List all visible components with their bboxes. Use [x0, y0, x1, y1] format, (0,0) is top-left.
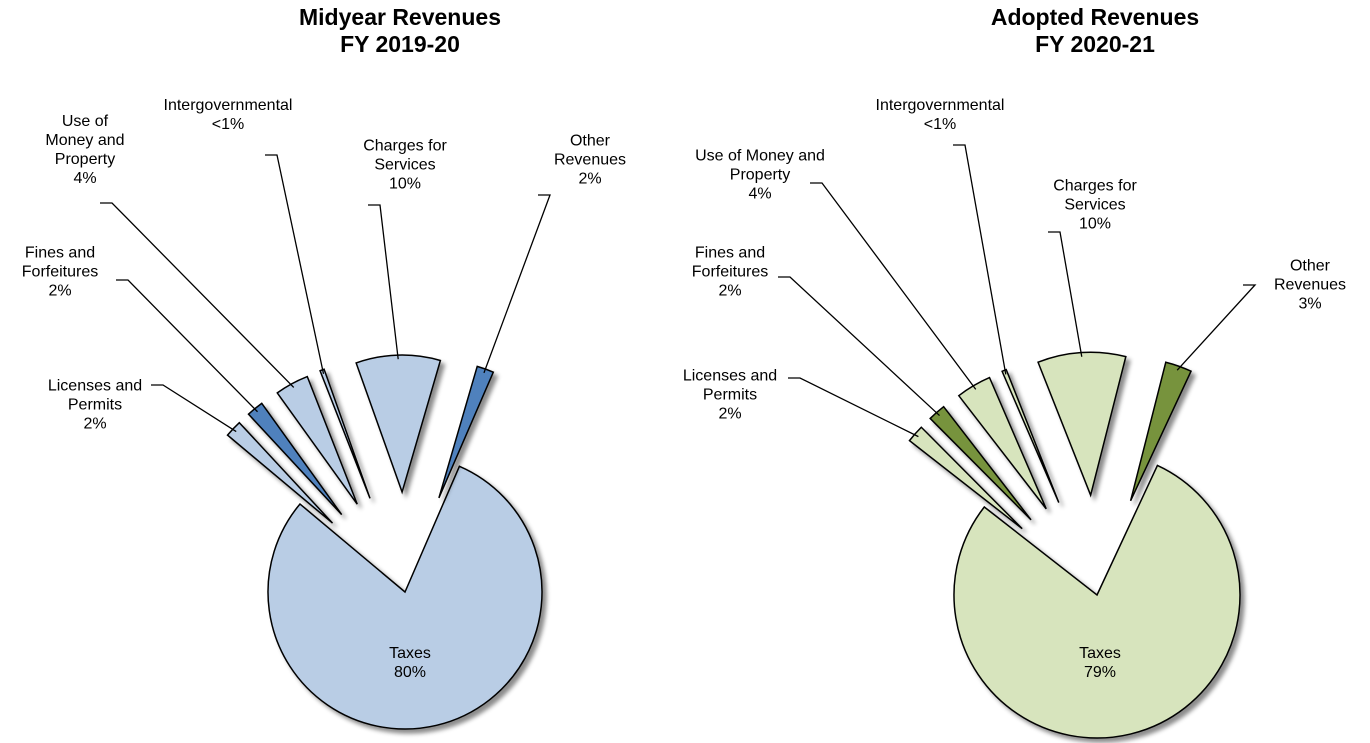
- slice-label: Licenses and Permits 2%: [660, 367, 800, 424]
- leader-line: [810, 182, 977, 390]
- subtitle-line: FY 2019-20: [340, 31, 460, 57]
- slice-label: Taxes 79%: [1060, 644, 1140, 682]
- category-name: Use of Money and Property: [45, 113, 125, 168]
- category-name: Licenses and Permits: [682, 367, 778, 404]
- chart-title: Midyear Revenues FY 2019-20: [299, 4, 501, 58]
- title-line: Midyear Revenues: [299, 4, 501, 30]
- value-label: 2%: [718, 282, 742, 300]
- value-label: 3%: [1298, 295, 1322, 313]
- leader-line: [116, 279, 258, 413]
- category-name: Other Revenues: [1273, 257, 1347, 294]
- slice-label: Intergovernmental <1%: [870, 96, 1010, 134]
- value-label: 10%: [388, 175, 422, 193]
- title-line: Adopted Revenues: [990, 4, 1200, 30]
- slice-label: Intergovernmental <1%: [158, 96, 298, 134]
- pie-slice: [1037, 351, 1127, 498]
- value-label: 80%: [393, 664, 427, 681]
- category-name: Charges for Services: [1053, 177, 1137, 214]
- pie-slice: [276, 375, 358, 505]
- pie-slice: [226, 421, 334, 524]
- leader-line: [788, 377, 919, 438]
- pie-slice: [267, 465, 543, 730]
- slice-label: Fines and Forfeitures 2%: [0, 244, 120, 301]
- category-name: Other Revenues: [553, 132, 627, 169]
- category-name: Licenses and Permits: [47, 377, 143, 414]
- category-name: Taxes: [1079, 645, 1121, 662]
- slice-label: Use of Money and Property 4%: [40, 112, 130, 188]
- value-label: 2%: [83, 415, 107, 433]
- leader-line: [368, 204, 399, 360]
- leader-line: [1048, 231, 1083, 357]
- value-label: 2%: [578, 170, 602, 188]
- slice-label: Other Revenues 2%: [540, 132, 640, 189]
- value-label: 79%: [1083, 664, 1117, 681]
- category-name: Use of Money and Property: [695, 147, 825, 184]
- slice-label: Use of Money and Property 4%: [690, 147, 830, 204]
- leader-line: [151, 384, 237, 433]
- category-name: Intergovernmental: [875, 97, 1005, 114]
- value-label: 4%: [73, 170, 97, 187]
- slice-label: Taxes 80%: [370, 644, 450, 682]
- value-label: 10%: [1078, 215, 1112, 233]
- category-name: Charges for Services: [363, 137, 447, 174]
- leader-line: [1176, 284, 1257, 371]
- value-label: 2%: [48, 282, 72, 300]
- slice-label: Charges for Services 10%: [350, 137, 460, 194]
- pie-slice: [908, 426, 1023, 530]
- value-label: 2%: [718, 405, 742, 423]
- slice-label: Fines and Forfeitures 2%: [670, 244, 790, 301]
- category-name: Fines and Forfeitures: [21, 244, 99, 281]
- value-label: <1%: [211, 116, 245, 133]
- category-name: Fines and Forfeitures: [691, 244, 769, 281]
- leader-line: [778, 276, 940, 417]
- category-name: Intergovernmental: [163, 97, 293, 114]
- pie-slice: [953, 464, 1241, 739]
- pie-slice: [355, 354, 442, 495]
- value-label: 4%: [748, 185, 772, 203]
- chart-title: Adopted Revenues FY 2020-21: [991, 4, 1199, 58]
- pie-slice: [1001, 368, 1060, 503]
- leader-line: [265, 154, 325, 374]
- value-label: <1%: [923, 116, 957, 133]
- pie-slice: [1129, 361, 1193, 502]
- slice-label: Other Revenues 3%: [1260, 257, 1360, 314]
- category-name: Taxes: [389, 645, 431, 662]
- slice-label: Licenses and Permits 2%: [25, 377, 165, 434]
- leader-line: [483, 194, 551, 374]
- slice-label: Charges for Services 10%: [1040, 177, 1150, 234]
- leader-line: [953, 144, 1007, 375]
- leader-line: [100, 202, 295, 388]
- subtitle-line: FY 2020-21: [1035, 31, 1155, 57]
